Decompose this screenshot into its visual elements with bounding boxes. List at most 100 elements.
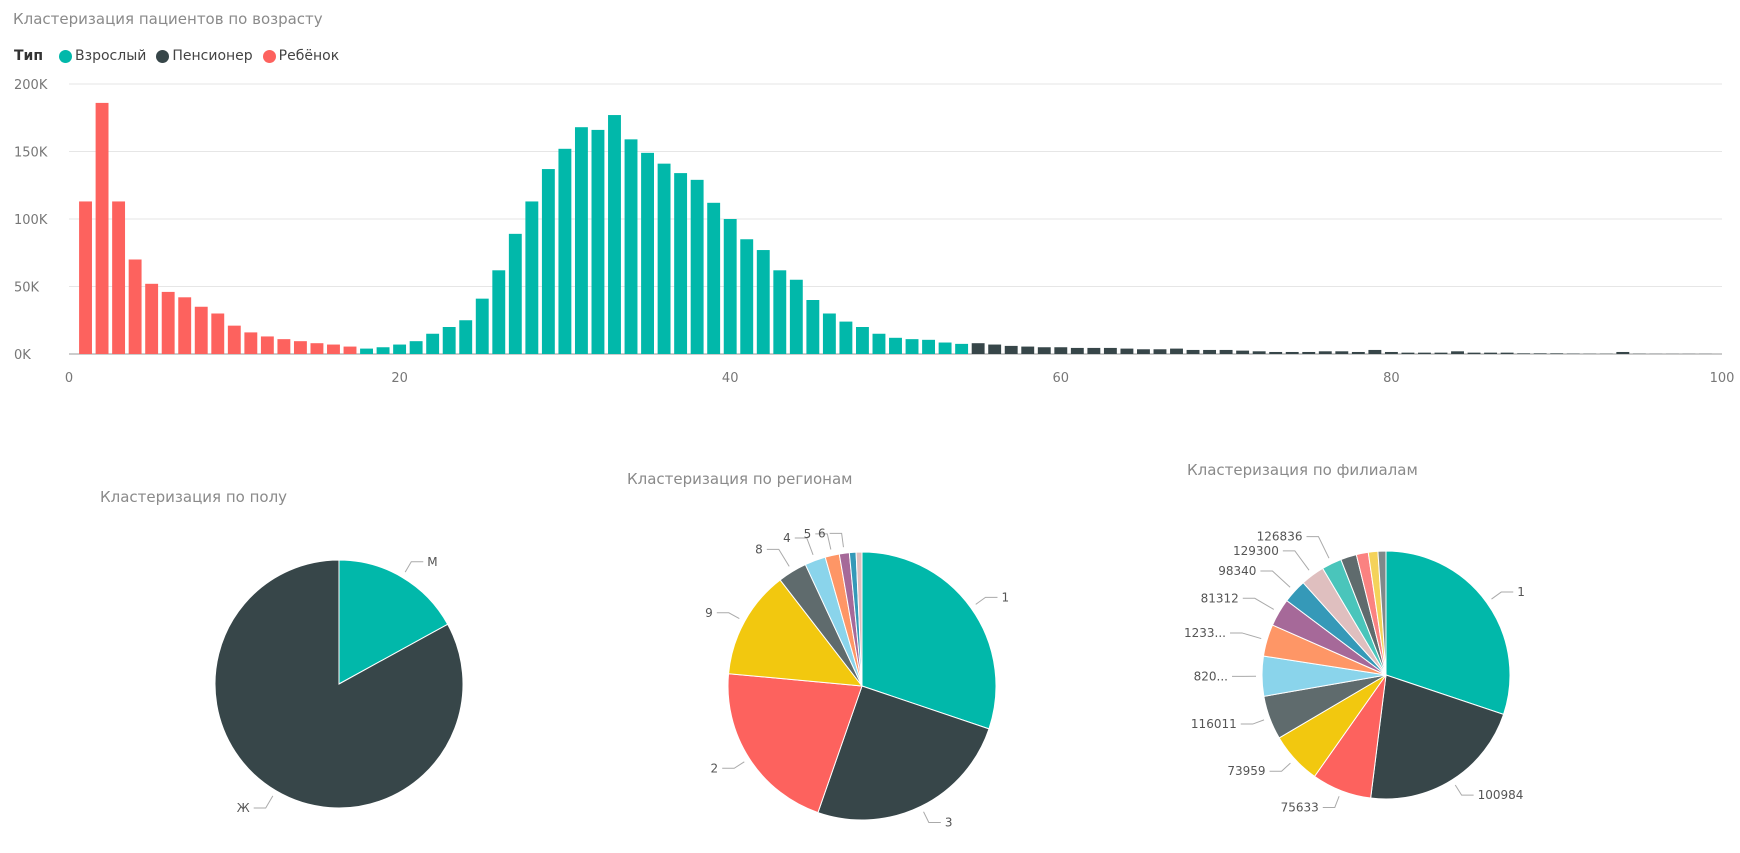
bar-Взрослый-51[interactable] [905, 339, 919, 354]
bar-Взрослый-25[interactable] [475, 298, 489, 354]
bar-Пенсионер-64[interactable] [1120, 348, 1134, 354]
bar-Взрослый-52[interactable] [922, 339, 936, 354]
pie-slice[interactable] [804, 556, 863, 687]
pie-slice[interactable] [338, 559, 449, 685]
bar-Пенсионер-65[interactable] [1137, 349, 1150, 354]
bar-Пенсионер-78[interactable] [1351, 351, 1365, 354]
bar-Взрослый-46[interactable] [822, 313, 836, 355]
pie-slice[interactable] [1377, 550, 1387, 676]
bar-Ребёнок-14[interactable] [293, 341, 307, 354]
pie-slice[interactable] [1313, 674, 1387, 799]
bar-Взрослый-26[interactable] [492, 270, 506, 354]
bar-Пенсионер-86[interactable] [1484, 352, 1498, 354]
bar-Ребёнок-11[interactable] [244, 332, 258, 354]
bar-Ребёнок-2[interactable] [95, 102, 109, 355]
bar-Пенсионер-74[interactable] [1285, 351, 1299, 354]
bar-Пенсионер-67[interactable] [1170, 348, 1183, 354]
pie-slice[interactable] [1286, 582, 1387, 676]
pie-slice[interactable] [817, 685, 990, 821]
pie-slice[interactable] [1261, 655, 1387, 697]
bar-Взрослый-20[interactable] [393, 344, 407, 354]
bar-Взрослый-19[interactable] [376, 347, 390, 354]
bar-Ребёнок-1[interactable] [79, 201, 92, 354]
bar-Ребёнок-16[interactable] [327, 344, 340, 354]
bar-Взрослый-36[interactable] [657, 163, 671, 354]
bar-Взрослый-38[interactable] [690, 179, 704, 354]
bar-Взрослый-40[interactable] [723, 219, 737, 354]
bar-Взрослый-54[interactable] [955, 343, 969, 354]
bar-Взрослый-43[interactable] [773, 270, 787, 354]
bar-Взрослый-23[interactable] [442, 327, 456, 354]
pie-slice[interactable] [1271, 599, 1387, 676]
bar-Взрослый-50[interactable] [889, 337, 902, 354]
bar-Пенсионер-69[interactable] [1203, 349, 1217, 354]
pie-slice[interactable] [1385, 550, 1511, 716]
bar-Ребёнок-9[interactable] [211, 313, 225, 355]
bar-Пенсионер-77[interactable] [1335, 351, 1349, 354]
bar-Пенсионер-66[interactable] [1153, 349, 1167, 354]
bar-Взрослый-27[interactable] [508, 233, 522, 354]
bar-Взрослый-53[interactable] [938, 342, 952, 354]
bar-Пенсионер-59[interactable] [1037, 347, 1051, 354]
bar-Пенсионер-63[interactable] [1103, 347, 1117, 354]
bar-Пенсионер-58[interactable] [1021, 346, 1035, 354]
pie-slice[interactable] [824, 553, 863, 687]
bar-Пенсионер-57[interactable] [1004, 345, 1018, 354]
pie-slice[interactable] [727, 673, 863, 814]
bar-Взрослый-28[interactable] [525, 201, 539, 354]
bar-Пенсионер-76[interactable] [1318, 351, 1332, 354]
bar-Пенсионер-80[interactable] [1384, 351, 1398, 354]
bar-Пенсионер-75[interactable] [1302, 351, 1316, 354]
bar-Пенсионер-89[interactable] [1533, 353, 1547, 354]
bar-Взрослый-37[interactable] [674, 173, 688, 354]
bar-Взрослый-21[interactable] [409, 341, 423, 354]
pie-slice[interactable] [214, 559, 464, 809]
bar-Пенсионер-85[interactable] [1467, 352, 1481, 354]
bar-Ребёнок-15[interactable] [310, 343, 324, 354]
pie-slice[interactable] [779, 563, 863, 687]
bar-Взрослый-31[interactable] [574, 127, 588, 354]
pie-slice[interactable] [861, 551, 997, 730]
pie-slice[interactable] [1355, 551, 1387, 676]
bar-Ребёнок-13[interactable] [277, 339, 291, 354]
bar-Пенсионер-79[interactable] [1368, 349, 1382, 354]
bar-Взрослый-39[interactable] [707, 202, 721, 354]
bar-Взрослый-30[interactable] [558, 148, 572, 354]
bar-Пенсионер-56[interactable] [988, 344, 1002, 354]
bar-Взрослый-42[interactable] [756, 250, 770, 354]
bar-Пенсионер-84[interactable] [1451, 351, 1464, 354]
bar-Взрослый-41[interactable] [740, 239, 754, 354]
bar-Взрослый-48[interactable] [855, 327, 869, 354]
bar-Пенсионер-87[interactable] [1500, 352, 1514, 354]
bar-Взрослый-32[interactable] [591, 129, 605, 354]
bar-Взрослый-35[interactable] [641, 152, 654, 354]
bar-Взрослый-45[interactable] [806, 300, 820, 354]
pie-slice[interactable] [1340, 553, 1387, 676]
bar-Пенсионер-88[interactable] [1517, 353, 1531, 354]
pie-slice[interactable] [1278, 674, 1387, 778]
legend-item-pensioner[interactable]: Пенсионер [156, 48, 253, 64]
bar-Взрослый-29[interactable] [541, 169, 555, 354]
bar-Ребёнок-12[interactable] [260, 336, 274, 354]
bar-Пенсионер-73[interactable] [1269, 351, 1283, 354]
pie-slice[interactable] [1302, 567, 1387, 676]
bar-Пенсионер-61[interactable] [1070, 347, 1084, 354]
bar-Пенсионер-68[interactable] [1186, 349, 1200, 354]
bar-Ребёнок-8[interactable] [194, 306, 208, 354]
bar-Пенсионер-94[interactable] [1616, 351, 1630, 354]
bar-Взрослый-47[interactable] [839, 321, 853, 354]
bar-Взрослый-44[interactable] [789, 279, 803, 354]
bar-Взрослый-18[interactable] [360, 348, 373, 354]
bar-Ребёнок-17[interactable] [343, 346, 357, 354]
bar-Ребёнок-4[interactable] [128, 259, 142, 355]
pie-slice[interactable] [1262, 624, 1387, 676]
pie-slice[interactable] [1367, 550, 1387, 676]
bar-Пенсионер-62[interactable] [1087, 347, 1101, 354]
pie-slice[interactable] [728, 579, 864, 687]
bar-Ребёнок-3[interactable] [112, 201, 126, 354]
bar-Взрослый-24[interactable] [459, 320, 473, 354]
pie-slice[interactable] [838, 552, 863, 687]
pie-slice[interactable] [855, 551, 863, 687]
bar-Взрослый-33[interactable] [608, 115, 621, 354]
bar-Пенсионер-55[interactable] [971, 343, 985, 354]
